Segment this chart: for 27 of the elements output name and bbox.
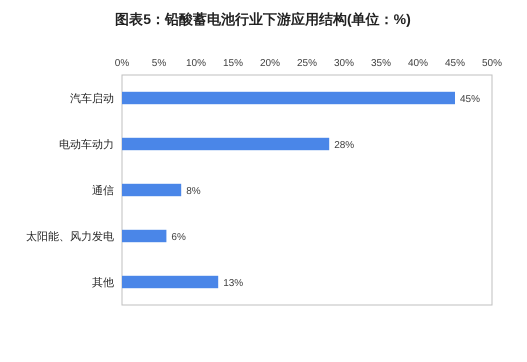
chart-title: 图表5：铅酸蓄电池行业下游应用结构(单位：%): [115, 11, 411, 27]
y-tick-label: 太阳能、风力发电: [26, 230, 114, 243]
data-label: 13%: [223, 278, 244, 289]
x-tick-label: 5%: [152, 58, 166, 69]
x-tick-label: 30%: [334, 58, 354, 69]
bar: [122, 92, 455, 104]
bar: [122, 276, 218, 288]
x-tick-label: 35%: [370, 58, 392, 69]
x-tick-label: 50%: [482, 58, 502, 69]
x-tick-label: 25%: [296, 58, 318, 69]
data-label: 28%: [334, 140, 354, 151]
x-tick-label: 20%: [260, 58, 280, 69]
bar: [122, 184, 182, 196]
y-tick-label: 汽车启动: [70, 92, 114, 105]
x-tick-label: 45%: [444, 58, 466, 69]
y-tick-label: 电动车动力: [59, 138, 114, 151]
y-tick-label: 通信: [92, 184, 114, 197]
bar: [122, 230, 166, 242]
x-tick-label: 10%: [186, 58, 206, 69]
y-tick-label: 其他: [92, 276, 114, 289]
data-label: 6%: [171, 232, 186, 243]
data-label: 45%: [460, 94, 480, 105]
x-tick-label: 40%: [408, 58, 428, 69]
data-label: 8%: [186, 186, 201, 197]
x-tick-label: 15%: [222, 58, 244, 69]
x-tick-label: 0%: [114, 58, 130, 69]
bar: [122, 138, 330, 150]
